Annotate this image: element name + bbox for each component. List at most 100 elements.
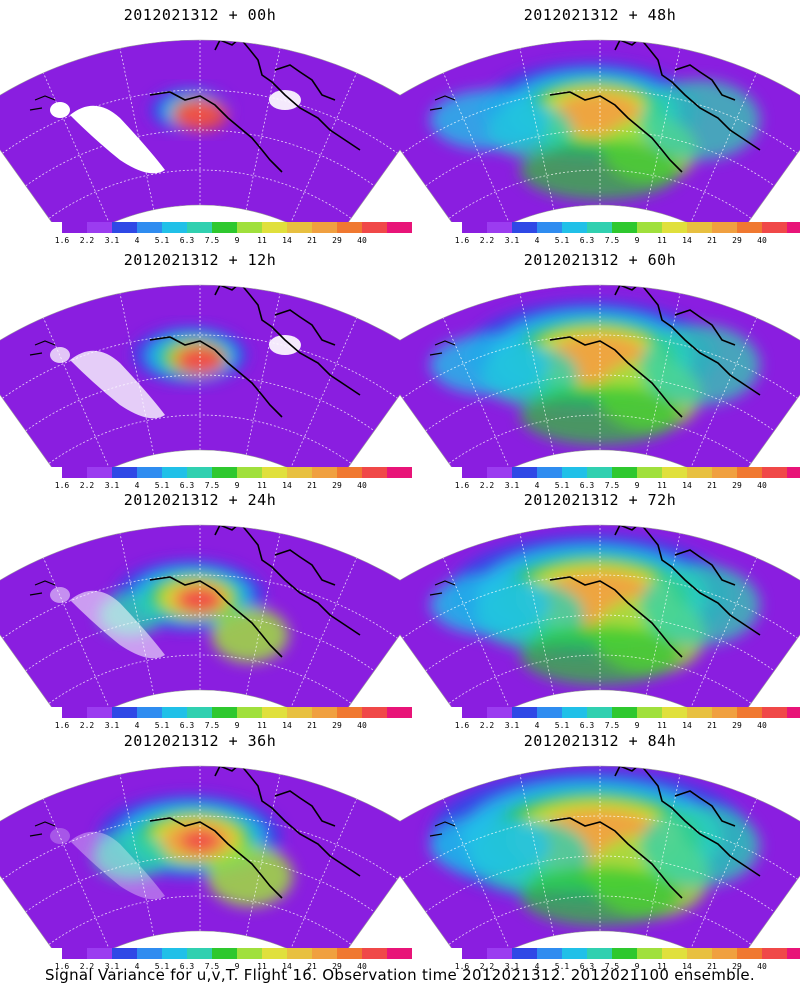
colorbar-swatch xyxy=(462,948,487,959)
colorbar-tick-label: 21 xyxy=(707,721,717,730)
variance-field xyxy=(0,524,400,707)
colorbar-swatch xyxy=(187,222,212,233)
colorbar-swatch xyxy=(62,222,87,233)
colorbar-tick-label: 4 xyxy=(534,962,540,971)
colorbar-swatch xyxy=(262,707,287,718)
colorbar-swatch xyxy=(612,222,637,233)
colorbar-swatch xyxy=(237,222,262,233)
colorbar-swatch xyxy=(487,467,512,478)
colorbar-tick-label: 7.5 xyxy=(204,962,220,971)
variance-field xyxy=(400,39,800,222)
map-outline xyxy=(400,39,800,222)
graticule xyxy=(402,766,798,948)
colorbar-swatch xyxy=(287,467,312,478)
colorbar-swatch xyxy=(312,467,337,478)
colorbar-swatch xyxy=(337,948,362,959)
panel-title: 2012021312 + 12h xyxy=(123,251,277,269)
coastline xyxy=(149,524,361,658)
map-outline xyxy=(400,284,800,467)
variance-map xyxy=(0,765,400,948)
variance-map xyxy=(400,524,800,707)
colorbar-swatch xyxy=(512,467,537,478)
variance-map xyxy=(400,284,800,467)
panel-title: 2012021312 + 00h xyxy=(123,6,277,24)
colorbar-tick-label: 7.5 xyxy=(204,721,220,730)
coastline-west xyxy=(429,340,456,356)
colorbar-swatch xyxy=(762,948,787,959)
colorbar-swatch xyxy=(612,467,637,478)
colorbar-tick-label: 21 xyxy=(707,236,717,245)
colorbar-swatch xyxy=(762,222,787,233)
variance-field xyxy=(0,39,400,222)
variance-map xyxy=(0,39,400,222)
colorbar-swatch xyxy=(87,948,112,959)
colorbar-swatch xyxy=(637,948,662,959)
colorbar-swatch xyxy=(337,707,362,718)
colorbar-swatch xyxy=(362,222,387,233)
colorbar-swatch xyxy=(687,707,712,718)
colorbar-tick-label: 6.3 xyxy=(179,962,195,971)
colorbar-swatch xyxy=(687,948,712,959)
figure-caption: Signal Variance for u,v,T. Flight 16. Ob… xyxy=(44,966,756,984)
map-panel-72h: 2012021312 + 72h 1.6 2.2 3.1 4 5.1 6.3 7.5 9 11 1… xyxy=(400,485,800,730)
colorbar-swatch xyxy=(162,467,187,478)
panel-title: 2012021312 + 36h xyxy=(123,732,277,750)
colorbar-tick-label: 21 xyxy=(707,962,717,971)
colorbar-tick-label: 40 xyxy=(757,721,767,730)
graticule xyxy=(2,525,398,707)
colorbar-tick-label: 14 xyxy=(282,721,292,730)
colorbar-swatch xyxy=(737,707,762,718)
colorbar-swatch xyxy=(462,467,487,478)
colorbar-tick-label: 11 xyxy=(657,481,667,490)
colorbar-swatch xyxy=(712,467,737,478)
colorbar-tick-label: 5.1 xyxy=(554,481,570,490)
colorbar-swatch xyxy=(487,707,512,718)
colorbar-tick-label: 14 xyxy=(682,721,692,730)
colorbar-swatch xyxy=(87,467,112,478)
coastline xyxy=(149,765,361,899)
graticule xyxy=(402,285,798,467)
colorbar-swatch xyxy=(587,948,612,959)
colorbar-swatch xyxy=(737,467,762,478)
colorbar-swatch xyxy=(62,707,87,718)
colorbar-swatch xyxy=(637,467,662,478)
map-outline xyxy=(0,524,400,707)
colorbar-swatch xyxy=(262,467,287,478)
colorbar-tick-label: 3.1 xyxy=(504,962,520,971)
colorbar-swatch xyxy=(112,707,137,718)
coastline xyxy=(549,524,761,658)
colorbar-tick-label: 40 xyxy=(757,962,767,971)
colorbar-tick-label: 6.3 xyxy=(579,236,595,245)
colorbar-tick-label: 14 xyxy=(682,236,692,245)
colorbar-tick-label: 9 xyxy=(634,721,640,730)
variance-map xyxy=(400,765,800,948)
colorbar-swatch xyxy=(587,467,612,478)
colorbar-swatch xyxy=(362,467,387,478)
colorbar-swatch xyxy=(637,222,662,233)
colorbar-swatch xyxy=(187,707,212,718)
graticule xyxy=(2,766,398,948)
colorbar-swatch xyxy=(237,948,262,959)
colorbar-swatch xyxy=(662,948,687,959)
colorbar-tick-label: 1.6 xyxy=(54,721,70,730)
colorbar-swatch xyxy=(787,467,800,478)
colorbar-tick-label: 7.5 xyxy=(604,481,620,490)
colorbar-tick-label: 5.1 xyxy=(154,481,170,490)
colorbar-tick-label: 2.2 xyxy=(479,481,495,490)
colorbar-swatch xyxy=(587,707,612,718)
variance-field xyxy=(400,765,800,948)
colorbar-tick-label: 2.2 xyxy=(79,962,95,971)
colorbar-swatch xyxy=(337,467,362,478)
colorbar-tick-label: 2.2 xyxy=(79,236,95,245)
colorbar-swatch xyxy=(112,948,137,959)
colorbar-tick-label: 11 xyxy=(657,721,667,730)
coastline-west xyxy=(29,340,56,356)
colorbar-tick-label: 6.3 xyxy=(179,481,195,490)
colorbar-tick-label: 29 xyxy=(332,962,342,971)
colorbar-swatch xyxy=(687,222,712,233)
colorbar-tick-label: 11 xyxy=(657,962,667,971)
colorbar-swatch xyxy=(312,707,337,718)
colorbar-swatch xyxy=(312,948,337,959)
colorbar-tick-label: 7.5 xyxy=(604,236,620,245)
colorbar-tick-label: 3.1 xyxy=(104,721,120,730)
